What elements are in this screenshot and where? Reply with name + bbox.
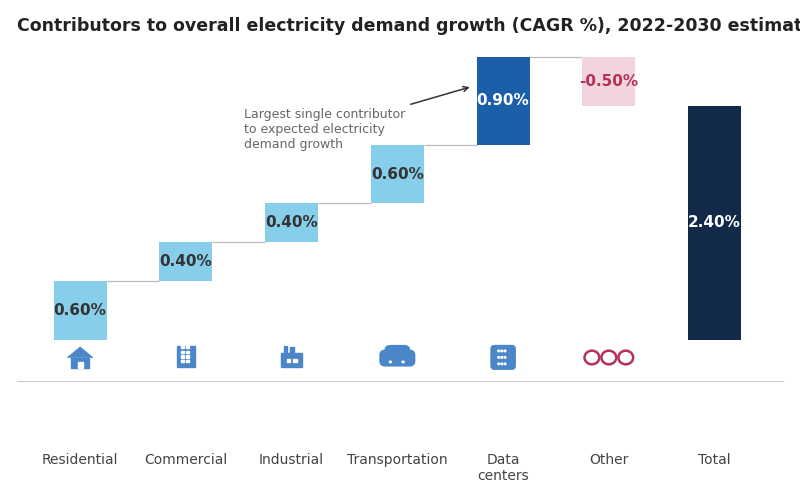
Bar (182, 346, 184, 348)
Bar (286, 358, 290, 362)
Circle shape (501, 350, 502, 352)
Circle shape (498, 363, 499, 364)
Bar (582, 57, 635, 106)
FancyBboxPatch shape (71, 358, 89, 368)
Polygon shape (67, 347, 93, 358)
Bar (177, 346, 194, 368)
Bar (182, 356, 184, 358)
Text: 0.60%: 0.60% (371, 166, 424, 182)
Circle shape (501, 356, 502, 358)
Bar (186, 346, 190, 348)
Text: 0.60%: 0.60% (54, 303, 106, 318)
Circle shape (498, 356, 499, 358)
Circle shape (501, 363, 502, 364)
FancyBboxPatch shape (380, 350, 414, 366)
FancyBboxPatch shape (78, 362, 82, 368)
Bar (182, 350, 184, 353)
FancyBboxPatch shape (491, 358, 515, 369)
Bar (54, 282, 106, 340)
Bar (186, 360, 190, 362)
Circle shape (504, 356, 506, 358)
Circle shape (504, 350, 506, 352)
Bar (265, 204, 318, 242)
Bar (371, 145, 424, 204)
Text: 2.40%: 2.40% (688, 216, 741, 230)
Text: 0.90%: 0.90% (477, 94, 530, 108)
Text: 0.40%: 0.40% (159, 254, 212, 270)
Text: Contributors to overall electricity demand growth (CAGR %), 2022-2030 estimated: Contributors to overall electricity dema… (17, 16, 800, 34)
Bar (293, 358, 297, 362)
Bar (284, 346, 287, 354)
Bar (282, 354, 302, 368)
Circle shape (387, 360, 393, 364)
Bar (159, 242, 212, 282)
Bar (186, 356, 190, 358)
Text: 0.40%: 0.40% (266, 216, 318, 230)
Bar (290, 347, 294, 354)
Circle shape (498, 350, 499, 352)
Bar (186, 350, 190, 353)
Text: Largest single contributor
to expected electricity
demand growth: Largest single contributor to expected e… (244, 86, 468, 151)
FancyBboxPatch shape (491, 346, 515, 356)
Circle shape (400, 360, 406, 364)
Circle shape (504, 363, 506, 364)
Bar (182, 360, 184, 362)
FancyBboxPatch shape (385, 346, 410, 360)
Bar (688, 106, 741, 340)
Bar (477, 57, 530, 145)
Text: -0.50%: -0.50% (579, 74, 638, 89)
FancyBboxPatch shape (491, 352, 515, 363)
